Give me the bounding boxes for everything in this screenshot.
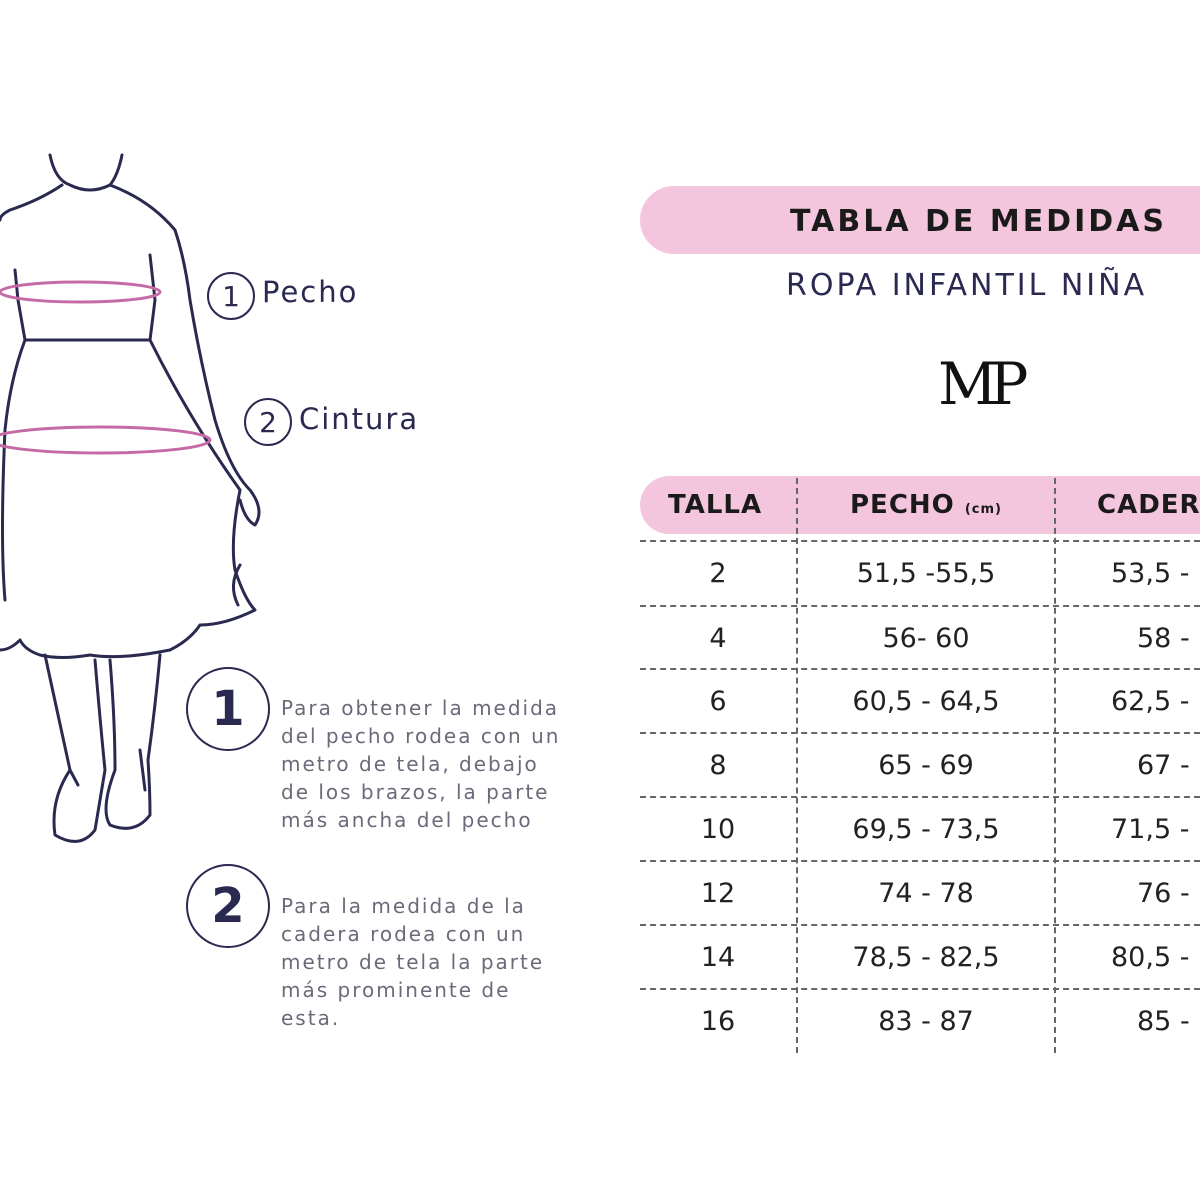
cadera-cell: 76 - bbox=[1137, 878, 1190, 909]
talla-cell: 4 bbox=[709, 623, 727, 654]
note-1-text: Para obtener la medida del pecho rodea c… bbox=[281, 696, 561, 832]
column-header-pecho: PECHO (cm) bbox=[850, 490, 1002, 520]
cadera-cell: 80,5 - bbox=[1111, 942, 1190, 973]
pecho-cell: 60,5 - 64,5 bbox=[852, 686, 1000, 717]
page-title: TABLA DE MEDIDAS bbox=[790, 204, 1167, 239]
column-label: CADER bbox=[1097, 490, 1200, 520]
pecho-cell: 69,5 - 73,5 bbox=[852, 814, 1000, 845]
cadera-cell: 62,5 - bbox=[1111, 686, 1190, 717]
talla-cell: 10 bbox=[700, 814, 736, 845]
note-2-number-badge: 2 bbox=[186, 864, 270, 948]
brand-logo: MP bbox=[938, 350, 1028, 418]
talla-cell: 6 bbox=[709, 686, 727, 717]
pecho-number-badge: 1 bbox=[207, 272, 255, 320]
row-divider bbox=[640, 988, 1200, 990]
column-label: TALLA bbox=[668, 490, 763, 520]
column-divider bbox=[796, 478, 798, 1053]
cadera-cell: 85 - bbox=[1137, 1006, 1190, 1037]
talla-cell: 12 bbox=[700, 878, 736, 909]
cintura-label: Cintura bbox=[299, 402, 420, 436]
column-header-talla: TALLA bbox=[668, 490, 762, 520]
row-divider bbox=[640, 605, 1200, 607]
cadera-cell: 53,5 - bbox=[1111, 558, 1190, 589]
row-divider bbox=[640, 860, 1200, 862]
column-header-cadera: CADER bbox=[1097, 490, 1200, 520]
cadera-cell: 71,5 - bbox=[1111, 814, 1190, 845]
pecho-label: Pecho bbox=[262, 275, 359, 309]
talla-cell: 8 bbox=[709, 750, 727, 781]
row-divider bbox=[640, 796, 1200, 798]
row-divider bbox=[640, 540, 1200, 542]
row-divider bbox=[640, 732, 1200, 734]
pecho-cell: 78,5 - 82,5 bbox=[852, 942, 1000, 973]
cadera-cell: 67 - bbox=[1137, 750, 1190, 781]
table-header-band bbox=[640, 476, 1200, 534]
note-2-text: Para la medida de la cadera rodea con un… bbox=[281, 894, 545, 1030]
title-banner: TABLA DE MEDIDAS bbox=[640, 186, 1200, 254]
talla-cell: 16 bbox=[700, 1006, 736, 1037]
note-1-number-badge: 1 bbox=[186, 667, 270, 751]
column-label: PECHO bbox=[850, 490, 955, 520]
talla-cell: 2 bbox=[709, 558, 727, 589]
talla-cell: 14 bbox=[700, 942, 736, 973]
cintura-number-badge: 2 bbox=[244, 398, 292, 446]
cadera-cell: 58 - bbox=[1137, 623, 1190, 654]
pecho-cell: 83 - 87 bbox=[878, 1006, 974, 1037]
row-divider bbox=[640, 924, 1200, 926]
pecho-cell: 51,5 -55,5 bbox=[856, 558, 996, 589]
column-unit: (cm) bbox=[964, 502, 1002, 517]
page-subtitle: ROPA INFANTIL NIÑA bbox=[786, 268, 1148, 303]
column-divider bbox=[1054, 478, 1056, 1053]
girl-outline-illustration bbox=[0, 153, 261, 843]
pecho-cell: 74 - 78 bbox=[878, 878, 974, 909]
pecho-cell: 65 - 69 bbox=[878, 750, 974, 781]
row-divider bbox=[640, 668, 1200, 670]
pecho-cell: 56- 60 bbox=[882, 623, 970, 654]
